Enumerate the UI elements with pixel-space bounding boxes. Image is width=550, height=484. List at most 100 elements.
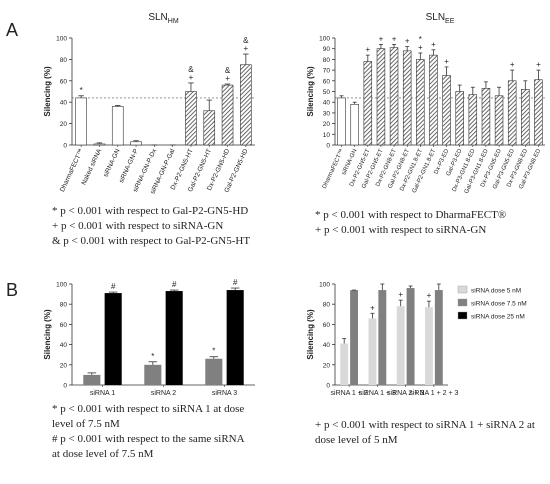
bar bbox=[442, 75, 451, 146]
x-tick-label: siRNA 1 bbox=[90, 390, 115, 397]
footnote: + p < 0.001 with respect to siRNA-GN bbox=[52, 220, 223, 232]
y-tick-label: 40 bbox=[323, 100, 331, 107]
x-tick-label: siRNA 2 bbox=[151, 390, 176, 397]
bar bbox=[350, 104, 359, 146]
legend-swatch bbox=[457, 298, 468, 307]
y-tick-label: 100 bbox=[56, 36, 67, 43]
annotation: + bbox=[510, 60, 515, 69]
annotation: & + bbox=[225, 66, 231, 83]
footnote: # p < 0.001 with respect to the same siR… bbox=[52, 433, 245, 445]
y-tick-label: 20 bbox=[60, 121, 68, 128]
bar bbox=[205, 358, 223, 385]
bar bbox=[144, 364, 162, 385]
chart-title-sub: HM bbox=[168, 18, 179, 25]
y-tick-label: 70 bbox=[323, 68, 331, 75]
legend-label: siRNA dose 7.5 nM bbox=[471, 301, 527, 308]
y-tick-label: 100 bbox=[319, 36, 330, 43]
bar bbox=[337, 97, 346, 146]
footnote: * p < 0.001 with respect to Gal-P2-GN5-H… bbox=[52, 205, 248, 217]
footnote: + p < 0.001 with respect to siRNA 1 + si… bbox=[315, 419, 535, 431]
y-tick-label: 20 bbox=[323, 121, 331, 128]
x-tick-label: siRNA 1 + 2 bbox=[331, 390, 368, 397]
bar bbox=[203, 110, 216, 146]
footnote: at dose level of 7.5 nM bbox=[52, 448, 154, 460]
bar bbox=[104, 293, 122, 385]
y-tick-label: 60 bbox=[60, 78, 68, 85]
y-tick-label: 60 bbox=[60, 322, 68, 329]
footnote: level of 7.5 nM bbox=[52, 418, 120, 430]
chart-title-main: SLN bbox=[426, 12, 445, 23]
annotation: # bbox=[111, 282, 116, 291]
x-tick-label: siRNA 2 + 3 bbox=[387, 390, 424, 397]
bar bbox=[396, 306, 405, 385]
bar bbox=[221, 84, 234, 146]
y-tick-label: 100 bbox=[319, 282, 330, 289]
y-tick-label: 80 bbox=[60, 57, 68, 64]
x-tick-label: DharmaFECT™ bbox=[321, 148, 346, 190]
y-axis-label: Silencing (%) bbox=[43, 66, 52, 117]
annotation: & + bbox=[243, 36, 249, 53]
footnote: * p < 0.001 with respect to DharmaFECT® bbox=[315, 209, 506, 221]
bar bbox=[185, 91, 197, 146]
bar bbox=[429, 54, 438, 146]
bar bbox=[416, 59, 425, 146]
y-tick-label: 80 bbox=[323, 57, 331, 64]
y-tick-label: 40 bbox=[60, 342, 68, 349]
bar bbox=[434, 290, 443, 385]
annotation: # bbox=[233, 278, 238, 287]
chart-title: SLNEE bbox=[426, 12, 455, 25]
bar bbox=[507, 80, 517, 146]
annotation: + bbox=[365, 45, 370, 54]
annotation-symbol: + bbox=[225, 74, 230, 83]
annotation-symbol: + bbox=[418, 43, 423, 52]
x-tick-label: siRNA-GN bbox=[102, 148, 121, 179]
panel-label: A bbox=[6, 20, 18, 40]
bar bbox=[75, 97, 87, 146]
footnote: dose level of 5 nM bbox=[315, 434, 398, 446]
bar bbox=[111, 106, 124, 146]
legend-label: siRNA dose 25 nM bbox=[471, 314, 525, 321]
legend-swatch bbox=[457, 311, 468, 320]
annotation: + bbox=[392, 34, 397, 43]
annotation: * bbox=[151, 352, 154, 361]
annotation-symbol: & bbox=[225, 66, 231, 75]
annotation: * bbox=[80, 86, 83, 95]
footnote: * p < 0.001 with respect to siRNA 1 at d… bbox=[52, 403, 244, 415]
bar bbox=[389, 47, 399, 146]
panel-label: B bbox=[6, 280, 18, 300]
bar bbox=[378, 290, 387, 385]
bar bbox=[468, 94, 478, 146]
x-tick-label: siRNA 1 + 2 + 3 bbox=[409, 390, 458, 397]
bar bbox=[340, 343, 349, 385]
annotation-symbol: & bbox=[188, 65, 194, 74]
bar bbox=[130, 141, 142, 146]
y-tick-label: 60 bbox=[323, 322, 331, 329]
annotation: + bbox=[444, 57, 449, 66]
y-axis-label: Silencing (%) bbox=[306, 66, 315, 117]
annotation: + bbox=[398, 290, 403, 299]
bar bbox=[376, 48, 386, 146]
annotation: + bbox=[405, 37, 410, 46]
annotation-symbol: + bbox=[189, 73, 194, 82]
y-tick-label: 0 bbox=[63, 143, 67, 150]
y-axis-label: Silencing (%) bbox=[43, 309, 52, 360]
bar bbox=[240, 64, 252, 146]
footnote: + p < 0.001 with respect to siRNA-GN bbox=[315, 224, 486, 236]
annotation: + bbox=[379, 34, 384, 43]
annotation-symbol: * bbox=[419, 35, 422, 44]
bar bbox=[363, 61, 373, 146]
bar bbox=[226, 290, 244, 385]
y-tick-label: 20 bbox=[323, 362, 331, 369]
chart-title: SLNHM bbox=[148, 12, 179, 25]
x-tick-label: siRNA 3 bbox=[212, 390, 237, 397]
bar bbox=[521, 89, 530, 146]
annotation: + bbox=[370, 303, 375, 312]
bar bbox=[83, 374, 101, 385]
annotation-symbol: & bbox=[243, 36, 249, 45]
legend-label: siRNA dose 5 nM bbox=[471, 288, 521, 295]
bar bbox=[534, 79, 543, 146]
y-tick-label: 100 bbox=[56, 282, 67, 289]
annotation: + bbox=[431, 40, 436, 49]
y-tick-label: 0 bbox=[326, 383, 330, 390]
